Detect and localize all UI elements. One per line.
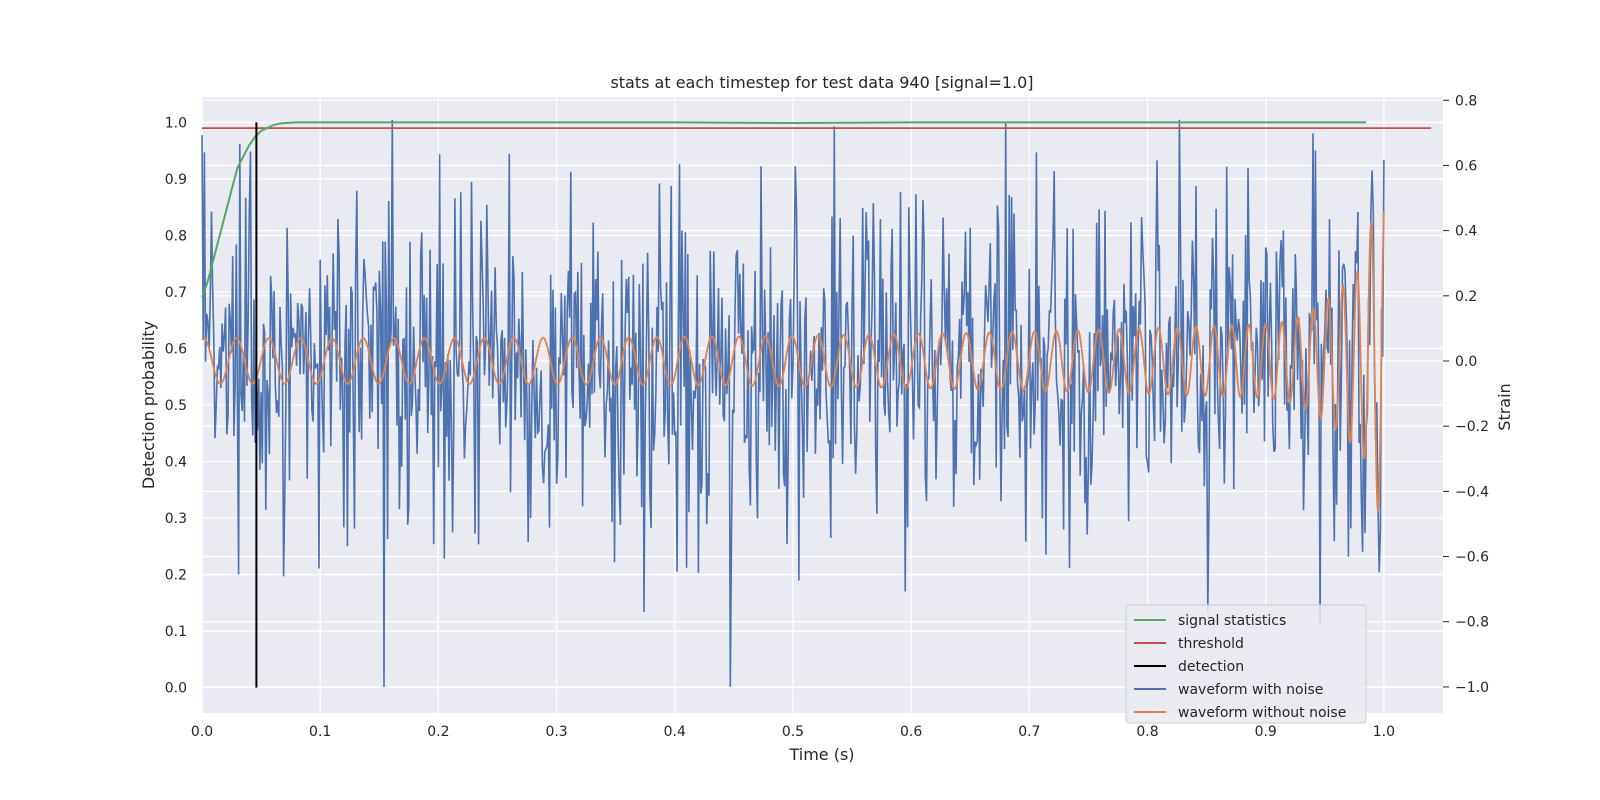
x-tick-label: 0.0 [191,724,213,740]
x-tick-label: 1.0 [1373,724,1395,740]
left-y-tick-label: 0.9 [165,172,187,188]
x-tick-label: 0.2 [427,724,449,740]
x-tick-label: 0.7 [1018,724,1040,740]
x-tick-label: 0.5 [782,724,804,740]
right-y-axis-label: Strain [1495,383,1514,430]
legend: signal statistics threshold detection wavef… [1125,604,1367,724]
right-y-tick-label: −0.8 [1455,615,1489,631]
legend-label: waveform with noise [1178,682,1323,698]
right-y-tick-label: −0.2 [1455,419,1489,435]
x-axis-label: Time (s) [788,745,854,764]
left-y-axis-label: Detection probability [139,321,158,489]
series-signal-statistics [201,121,1367,298]
left-y-tick-label: 0.3 [165,511,187,527]
left-y-tick-label: 0.0 [165,681,187,697]
legend-label: waveform without noise [1178,705,1346,721]
right-y-tick-label: 0.0 [1455,354,1477,370]
left-y-tick-label: 0.6 [165,341,187,357]
right-y-tick-label: 0.4 [1455,224,1477,240]
series-layer [201,119,1432,688]
legend-label: signal statistics [1178,613,1286,629]
right-y-tick-label: −1.0 [1455,680,1489,696]
x-tick-label: 0.9 [1255,724,1277,740]
x-tick-label: 0.6 [900,724,922,740]
right-y-tick-label: 0.8 [1455,93,1477,109]
legend-label: threshold [1178,636,1244,652]
left-y-tick-label: 0.4 [165,455,187,471]
x-tick-label: 0.8 [1136,724,1158,740]
left-y-tick-label: 1.0 [165,115,187,131]
x-tick-label: 0.4 [664,724,686,740]
right-y-tick-label: −0.6 [1455,550,1489,566]
series-waveform-without-noise [201,210,1385,512]
right-y-tick-label: 0.2 [1455,289,1477,305]
left-y-tick-label: 0.2 [165,568,187,584]
left-y-tick-label: 0.1 [165,624,187,640]
legend-box [1125,604,1367,724]
legend-label: detection [1178,659,1244,675]
series-waveform-with-noise [201,119,1385,687]
right-y-tick-label: 0.6 [1455,158,1477,174]
left-y-tick-label: 0.5 [165,398,187,414]
right-y-tick-label: −0.4 [1455,484,1489,500]
left-y-tick-label: 0.7 [165,285,187,301]
left-y-tick-label: 0.8 [165,228,187,244]
chart-title: stats at each timestep for test data 940… [610,73,1033,92]
left-y-axis-ticks: 0.0 0.1 0.2 0.3 0.4 0.5 0.6 0.7 0.8 0.9 1.0 [165,115,187,696]
x-tick-label: 0.3 [545,724,567,740]
x-tick-label: 0.1 [309,724,331,740]
x-axis-ticks: 0.0 0.1 0.2 0.3 0.4 0.5 0.6 0.7 0.8 0.9 1.0 [191,724,1395,740]
right-y-axis-ticks: −1.0 −0.8 −0.6 −0.4 −0.2 0.0 0.2 0.4 0.6 0.8 [1443,93,1489,696]
